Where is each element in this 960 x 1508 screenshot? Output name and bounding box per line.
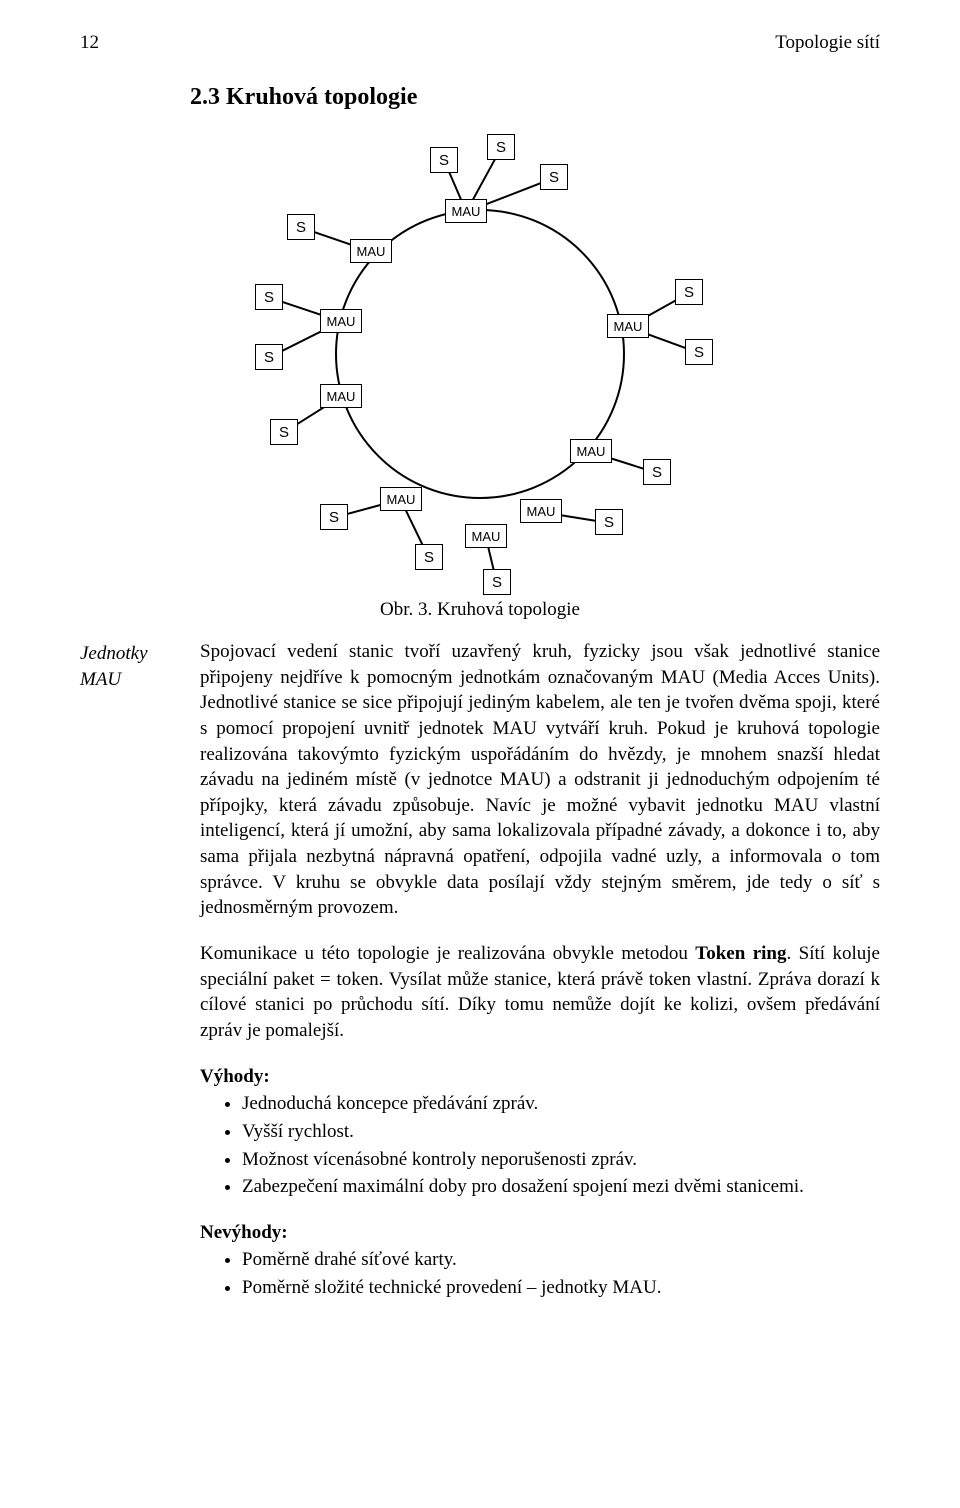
station-node: S [540, 164, 568, 190]
advantages-list: Jednoduchá koncepce předávání zpráv.Vyšš… [200, 1091, 880, 1200]
disadvantages-block: Nevýhody: Poměrně drahé síťové karty.Pom… [200, 1220, 880, 1301]
mau-node: MAU [380, 487, 422, 511]
station-node: S [595, 509, 623, 535]
mau-node: MAU [350, 239, 392, 263]
station-node: S [643, 459, 671, 485]
station-node: S [287, 214, 315, 240]
station-node: S [430, 147, 458, 173]
station-node: S [255, 284, 283, 310]
body-paragraph-2: Komunikace u této topologie je realizová… [200, 941, 880, 1044]
running-title: Topologie sítí [775, 32, 880, 54]
list-item: Poměrně drahé síťové karty. [242, 1247, 880, 1273]
mau-node: MAU [520, 499, 562, 523]
station-node: S [487, 134, 515, 160]
section-heading: 2.3 Kruhová topologie [190, 84, 880, 111]
station-node: S [320, 504, 348, 530]
station-node: S [685, 339, 713, 365]
ring-topology-diagram: MAUSSSMAUSSMAUSMAUSMAUSMAUSSMAUSMAUSSMAU… [215, 129, 745, 589]
station-node: S [675, 279, 703, 305]
list-item: Jednoduchá koncepce předávání zpráv. [242, 1091, 880, 1117]
advantages-block: Výhody: Jednoduchá koncepce předávání zp… [200, 1064, 880, 1200]
mau-node: MAU [607, 314, 649, 338]
body-text-2-pre: Komunikace u této topologie je realizová… [200, 943, 695, 964]
page-number: 12 [80, 32, 99, 54]
station-node: S [270, 419, 298, 445]
margin-note: Jednotky MAU [80, 639, 180, 921]
token-ring-term: Token ring [695, 943, 786, 964]
station-node: S [483, 569, 511, 595]
station-node: S [255, 344, 283, 370]
mau-node: MAU [445, 199, 487, 223]
list-item: Vyšší rychlost. [242, 1119, 880, 1145]
list-item: Možnost vícenásobné kontroly neporušenos… [242, 1147, 880, 1173]
list-item: Zabezpečení maximální doby pro dosažení … [242, 1174, 880, 1200]
body-paragraph-1: Spojovací vedení stanic tvoří uzavřený k… [200, 639, 880, 921]
mau-node: MAU [320, 309, 362, 333]
figure-caption: Obr. 3. Kruhová topologie [80, 599, 880, 621]
mau-node: MAU [570, 439, 612, 463]
list-item: Poměrně složité technické provedení – je… [242, 1275, 880, 1301]
page-header: 12 Topologie sítí [80, 32, 880, 54]
advantages-title: Výhody: [200, 1064, 880, 1090]
mau-node: MAU [320, 384, 362, 408]
disadvantages-list: Poměrně drahé síťové karty.Poměrně složi… [200, 1247, 880, 1300]
station-node: S [415, 544, 443, 570]
disadvantages-title: Nevýhody: [200, 1220, 880, 1246]
body-block-1: Jednotky MAU Spojovací vedení stanic tvo… [80, 639, 880, 921]
mau-node: MAU [465, 524, 507, 548]
